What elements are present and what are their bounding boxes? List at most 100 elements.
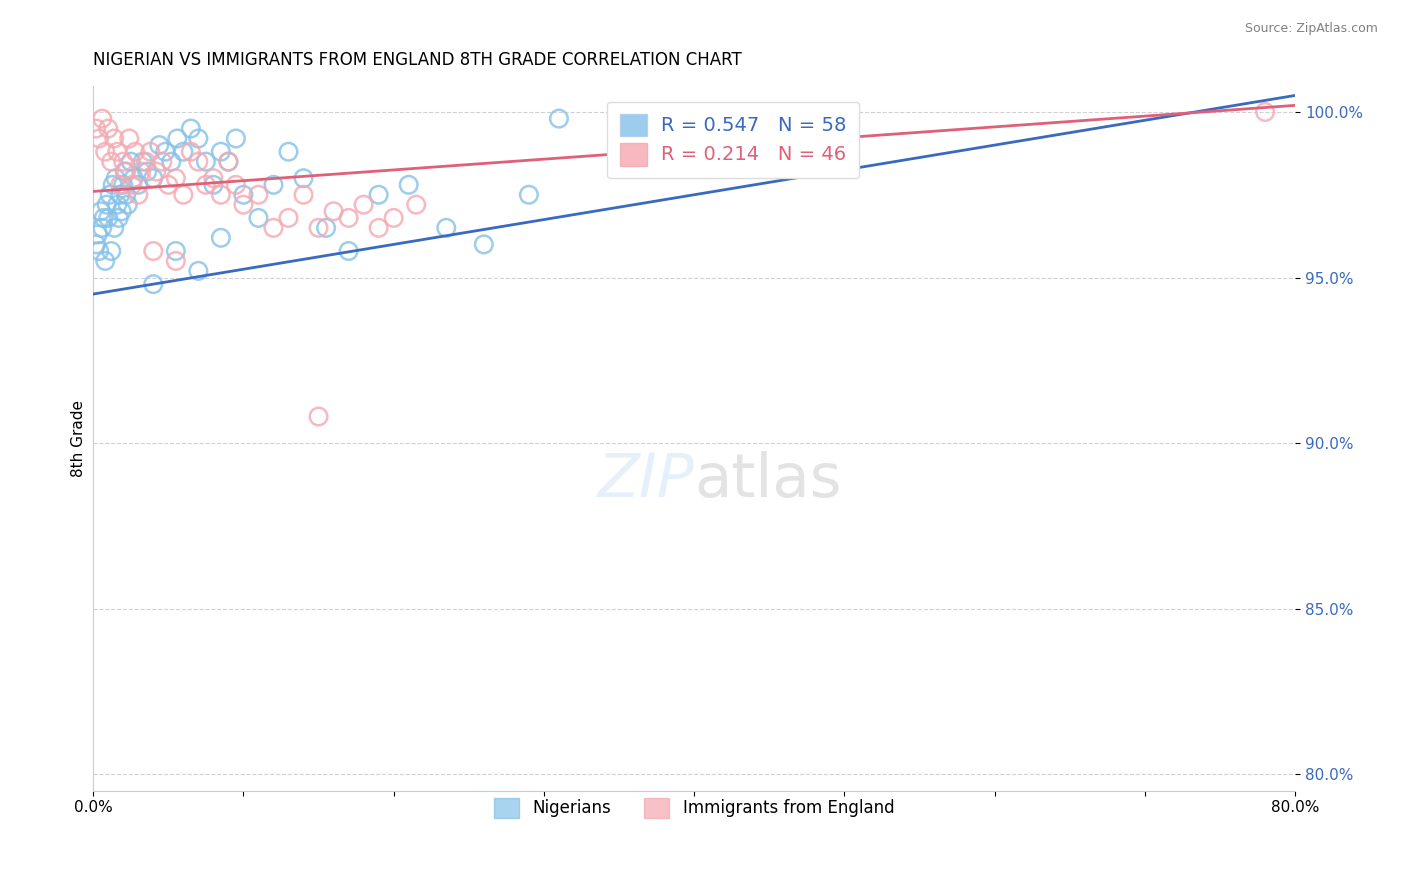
Point — [135, 154, 157, 169]
Y-axis label: 8th Grade: 8th Grade — [72, 400, 86, 476]
Point — [122, 171, 145, 186]
Text: Source: ZipAtlas.com: Source: ZipAtlas.com — [1244, 22, 1378, 36]
Point — [172, 187, 194, 202]
Point — [315, 220, 337, 235]
Point — [277, 211, 299, 225]
Point — [91, 220, 114, 235]
Point — [105, 197, 128, 211]
Point — [202, 171, 225, 186]
Point — [157, 178, 180, 192]
Point — [115, 164, 138, 178]
Point — [263, 178, 285, 192]
Point — [110, 178, 132, 192]
Point — [187, 154, 209, 169]
Point — [472, 237, 495, 252]
Point — [209, 145, 232, 159]
Point — [263, 220, 285, 235]
Point — [148, 138, 170, 153]
Point — [124, 145, 146, 159]
Point — [118, 131, 141, 145]
Point — [1254, 105, 1277, 120]
Point — [94, 145, 117, 159]
Point — [217, 154, 239, 169]
Point — [112, 178, 135, 192]
Point — [114, 164, 136, 178]
Point — [187, 131, 209, 145]
Point — [194, 178, 217, 192]
Point — [160, 154, 183, 169]
Point — [172, 145, 194, 159]
Point — [142, 171, 165, 186]
Point — [548, 112, 571, 126]
Point — [180, 145, 202, 159]
Point — [232, 197, 254, 211]
Point — [93, 211, 115, 225]
Point — [165, 244, 187, 258]
Point — [132, 154, 155, 169]
Point — [517, 187, 540, 202]
Point — [187, 264, 209, 278]
Point — [121, 178, 143, 192]
Point — [96, 197, 118, 211]
Point — [100, 244, 122, 258]
Point — [101, 178, 124, 192]
Point — [322, 204, 344, 219]
Point — [367, 187, 389, 202]
Point — [84, 237, 107, 252]
Point — [129, 164, 152, 178]
Point — [277, 145, 299, 159]
Point — [86, 227, 108, 242]
Point — [115, 187, 138, 202]
Point — [94, 254, 117, 268]
Point — [150, 154, 173, 169]
Point — [652, 112, 675, 126]
Point — [120, 154, 142, 169]
Point — [337, 244, 360, 258]
Point — [110, 187, 132, 202]
Point — [434, 220, 457, 235]
Point — [117, 197, 139, 211]
Point — [367, 220, 389, 235]
Point — [155, 145, 177, 159]
Text: ZIP: ZIP — [598, 450, 695, 510]
Point — [225, 131, 247, 145]
Point — [103, 220, 125, 235]
Point — [353, 197, 375, 211]
Point — [84, 121, 107, 136]
Point — [308, 220, 330, 235]
Point — [89, 244, 111, 258]
Point — [165, 171, 187, 186]
Point — [292, 187, 315, 202]
Legend: Nigerians, Immigrants from England: Nigerians, Immigrants from England — [488, 791, 901, 824]
Point — [217, 154, 239, 169]
Point — [91, 112, 114, 126]
Point — [209, 231, 232, 245]
Point — [97, 211, 120, 225]
Point — [103, 131, 125, 145]
Point — [382, 211, 405, 225]
Point — [194, 154, 217, 169]
Point — [89, 131, 111, 145]
Point — [142, 277, 165, 292]
Point — [166, 131, 188, 145]
Point — [107, 211, 129, 225]
Point — [292, 171, 315, 186]
Point — [405, 197, 427, 211]
Point — [90, 204, 112, 219]
Point — [139, 145, 162, 159]
Point — [105, 145, 128, 159]
Point — [100, 154, 122, 169]
Point — [225, 178, 247, 192]
Point — [202, 178, 225, 192]
Text: atlas: atlas — [695, 450, 842, 510]
Point — [398, 178, 420, 192]
Point — [165, 254, 187, 268]
Point — [136, 164, 159, 178]
Point — [180, 121, 202, 136]
Point — [247, 211, 270, 225]
Point — [112, 154, 135, 169]
Point — [97, 121, 120, 136]
Point — [111, 204, 134, 219]
Point — [145, 164, 167, 178]
Point — [104, 171, 127, 186]
